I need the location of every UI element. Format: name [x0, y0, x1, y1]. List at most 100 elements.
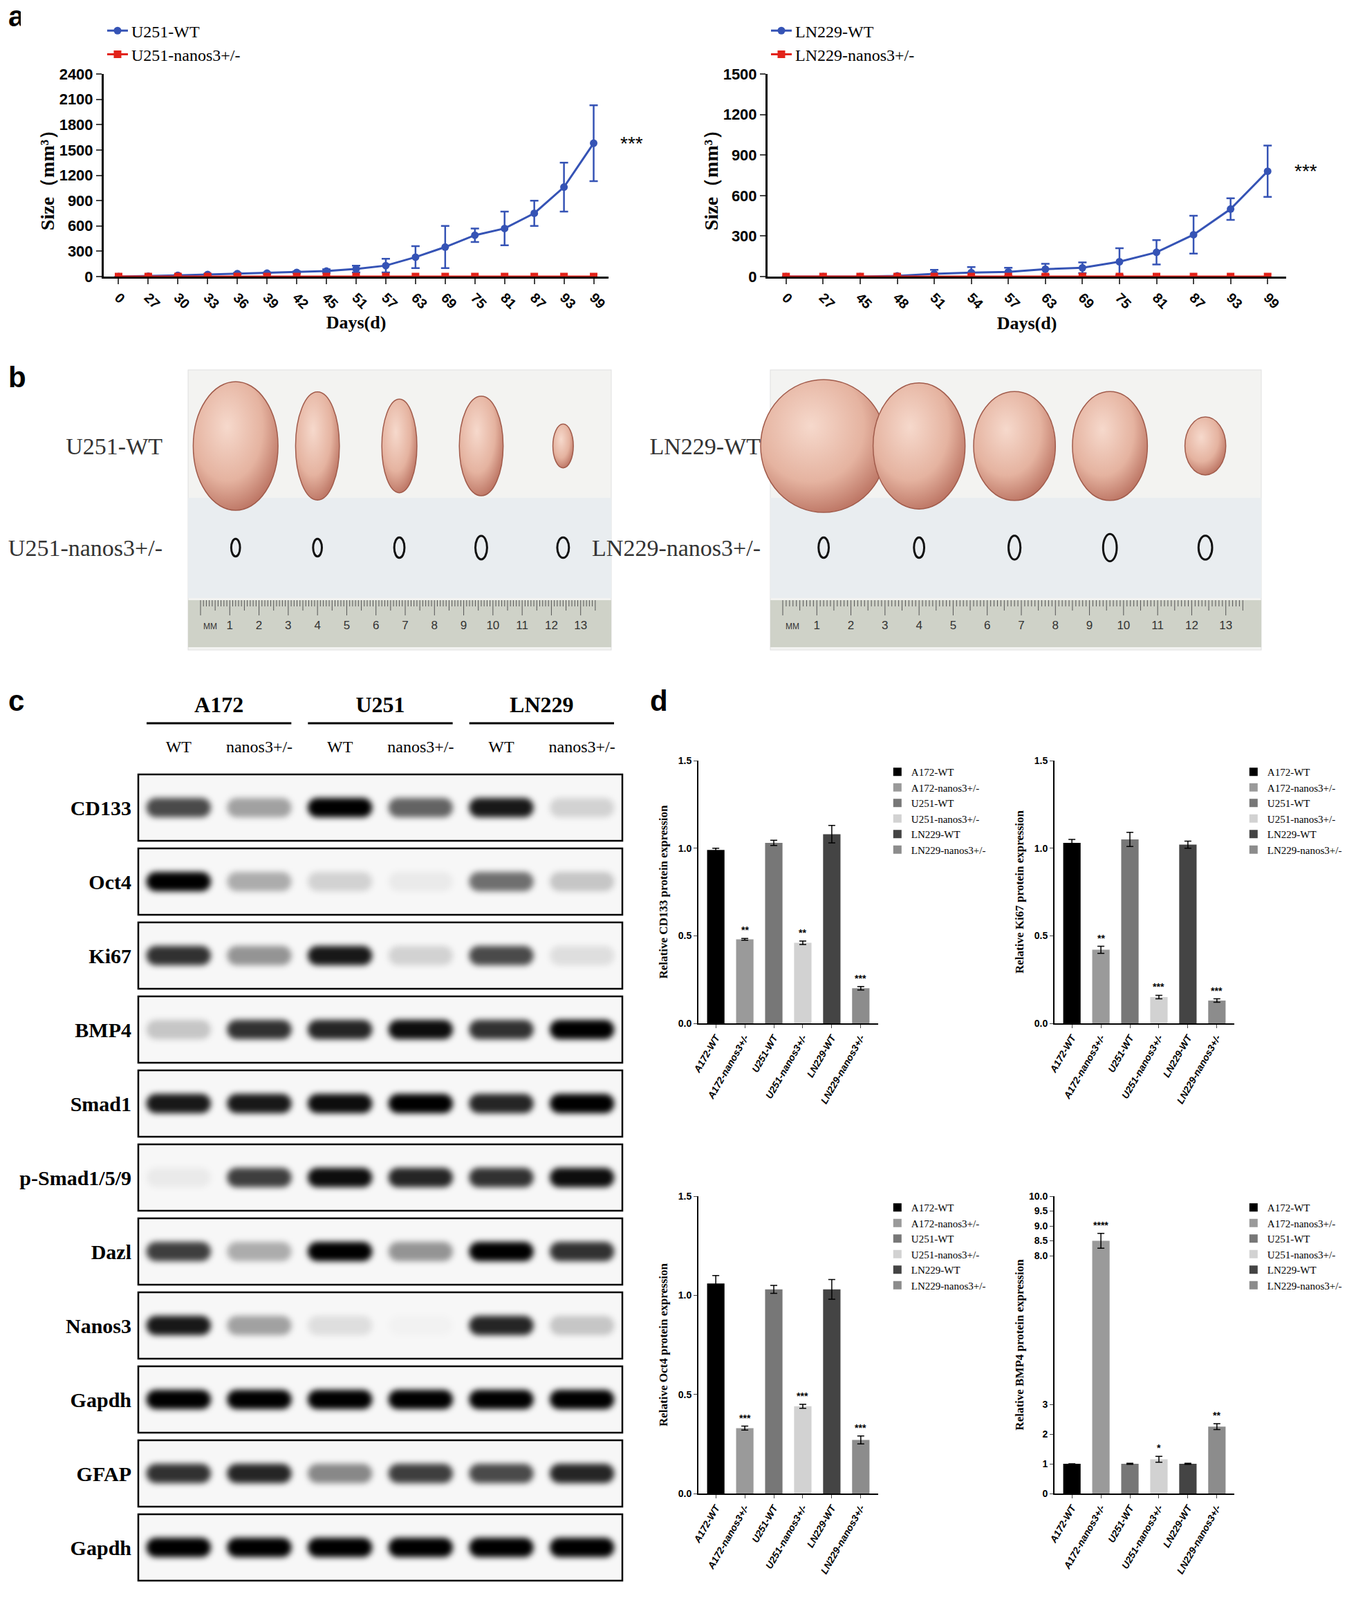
svg-text:11: 11 [515, 618, 529, 633]
svg-text:A172-nanos3+/-: A172-nanos3+/- [1267, 1218, 1336, 1230]
svg-text:U251-nanos3+/-: U251-nanos3+/- [131, 46, 241, 65]
svg-text:U251-WT: U251-WT [911, 797, 955, 810]
svg-text:13: 13 [1219, 618, 1233, 633]
svg-text:**: ** [741, 924, 749, 936]
svg-text:****: **** [1093, 1219, 1109, 1231]
svg-text:Oct4: Oct4 [88, 870, 132, 894]
svg-text:**: ** [798, 927, 807, 939]
svg-text:A172-nanos3+/-: A172-nanos3+/- [1267, 782, 1336, 794]
svg-text:**: ** [1212, 1409, 1221, 1421]
svg-text:2: 2 [847, 618, 854, 633]
svg-text:LN229-WT: LN229-WT [1267, 1264, 1317, 1276]
svg-text:600: 600 [731, 187, 758, 205]
svg-text:Gapdh: Gapdh [70, 1536, 133, 1560]
svg-text:U251-WT: U251-WT [749, 1502, 781, 1545]
svg-text:42: 42 [289, 289, 312, 312]
svg-text:LN229-WT: LN229-WT [649, 433, 761, 460]
svg-text:0.0: 0.0 [1034, 1017, 1049, 1029]
svg-text:***: *** [1152, 981, 1165, 993]
svg-text:U251-nanos3+/-: U251-nanos3+/- [1119, 1033, 1166, 1101]
svg-text:*: * [1156, 1442, 1162, 1454]
svg-text:Ki67: Ki67 [88, 944, 132, 968]
svg-text:45: 45 [853, 289, 875, 312]
svg-text:9.5: 9.5 [1034, 1205, 1049, 1217]
svg-text:A172-WT: A172-WT [1047, 1502, 1079, 1546]
svg-text:36: 36 [230, 289, 252, 312]
svg-text:Relative Ki67 protein expressi: Relative Ki67 protein expression [1013, 809, 1027, 973]
svg-text:45: 45 [319, 289, 341, 312]
svg-text:A172-WT: A172-WT [1047, 1032, 1079, 1076]
svg-text:1200: 1200 [59, 166, 94, 184]
svg-text:LN229-WT: LN229-WT [911, 829, 961, 841]
svg-text:A172-nanos3+/-: A172-nanos3+/- [1060, 1033, 1107, 1102]
svg-text:BMP4: BMP4 [74, 1018, 132, 1042]
svg-text:LN229-nanos3+/-: LN229-nanos3+/- [1267, 1280, 1343, 1292]
svg-text:2400: 2400 [59, 65, 94, 83]
svg-text:6: 6 [983, 618, 991, 633]
svg-text:10.0: 10.0 [1028, 1190, 1048, 1202]
svg-text:69: 69 [438, 289, 460, 312]
svg-text:nanos3+/-: nanos3+/- [226, 737, 293, 756]
svg-text:WT: WT [165, 737, 193, 756]
svg-text:LN229-WT: LN229-WT [911, 1264, 961, 1276]
svg-text:75: 75 [468, 289, 490, 312]
svg-text:Smad1: Smad1 [70, 1092, 132, 1116]
svg-text:Relative CD133 protein express: Relative CD133 protein expression [656, 804, 671, 980]
svg-text:A172-WT: A172-WT [691, 1502, 723, 1546]
svg-text:5: 5 [950, 618, 957, 633]
svg-text:48: 48 [890, 289, 913, 312]
svg-text:LN229-nanos3+/-: LN229-nanos3+/- [911, 844, 987, 857]
svg-text:LN229: LN229 [509, 692, 574, 718]
svg-text:Size（mm³）: Size（mm³） [36, 120, 59, 231]
svg-text:6: 6 [372, 618, 379, 633]
svg-text:***: *** [796, 1390, 809, 1402]
svg-text:A172-nanos3+/-: A172-nanos3+/- [911, 782, 980, 794]
svg-text:30: 30 [170, 289, 193, 312]
svg-text:0.5: 0.5 [678, 930, 693, 942]
svg-text:300: 300 [67, 242, 94, 260]
svg-text:39: 39 [259, 289, 282, 312]
svg-text:2: 2 [1042, 1428, 1048, 1440]
svg-text:LN229-WT: LN229-WT [1160, 1502, 1195, 1551]
svg-text:9: 9 [460, 618, 467, 633]
svg-text:***: *** [739, 1412, 751, 1424]
svg-text:12: 12 [544, 618, 559, 633]
svg-text:1: 1 [226, 618, 234, 633]
svg-text:1.0: 1.0 [1034, 842, 1049, 854]
svg-text:WT: WT [327, 737, 354, 756]
svg-text:LN229-nanos3+/-: LN229-nanos3+/- [818, 1033, 867, 1107]
svg-text:1.0: 1.0 [678, 842, 693, 854]
svg-text:600: 600 [67, 217, 94, 235]
svg-text:99: 99 [1260, 289, 1283, 312]
svg-text:12: 12 [1185, 618, 1199, 633]
svg-text:***: *** [854, 972, 867, 984]
svg-text:0.0: 0.0 [678, 1488, 693, 1500]
svg-text:U251-WT: U251-WT [65, 433, 163, 460]
svg-text:9.0: 9.0 [1034, 1220, 1049, 1232]
svg-text:1500: 1500 [59, 141, 94, 160]
svg-text:U251-nanos3+/-: U251-nanos3+/- [1267, 1249, 1336, 1261]
svg-text:11: 11 [1151, 618, 1164, 633]
svg-text:8.5: 8.5 [1034, 1234, 1049, 1247]
svg-text:75: 75 [1112, 289, 1135, 312]
svg-text:U251-WT: U251-WT [749, 1032, 781, 1075]
svg-text:U251-nanos3+/-: U251-nanos3+/- [911, 1249, 980, 1261]
svg-text:81: 81 [1149, 289, 1172, 312]
svg-text:1.0: 1.0 [678, 1289, 693, 1301]
svg-text:nanos3+/-: nanos3+/- [387, 737, 454, 756]
svg-text:MM: MM [203, 621, 218, 632]
svg-text:U251-WT: U251-WT [911, 1233, 955, 1245]
svg-text:A172-WT: A172-WT [1267, 766, 1311, 778]
svg-text:LN229-WT: LN229-WT [804, 1032, 839, 1081]
svg-text:MM: MM [785, 621, 800, 632]
svg-text:A172-WT: A172-WT [1267, 1202, 1311, 1214]
svg-text:51: 51 [927, 289, 949, 312]
svg-text:57: 57 [1001, 289, 1023, 312]
svg-text:10: 10 [486, 618, 500, 633]
svg-text:LN229-nanos3+/-: LN229-nanos3+/- [911, 1280, 987, 1292]
svg-text:0: 0 [748, 268, 757, 286]
svg-text:LN229-WT: LN229-WT [804, 1502, 839, 1551]
svg-text:63: 63 [1038, 289, 1061, 312]
svg-text:A172-nanos3+/-: A172-nanos3+/- [1060, 1503, 1107, 1572]
svg-text:A172-nanos3+/-: A172-nanos3+/- [704, 1503, 751, 1572]
